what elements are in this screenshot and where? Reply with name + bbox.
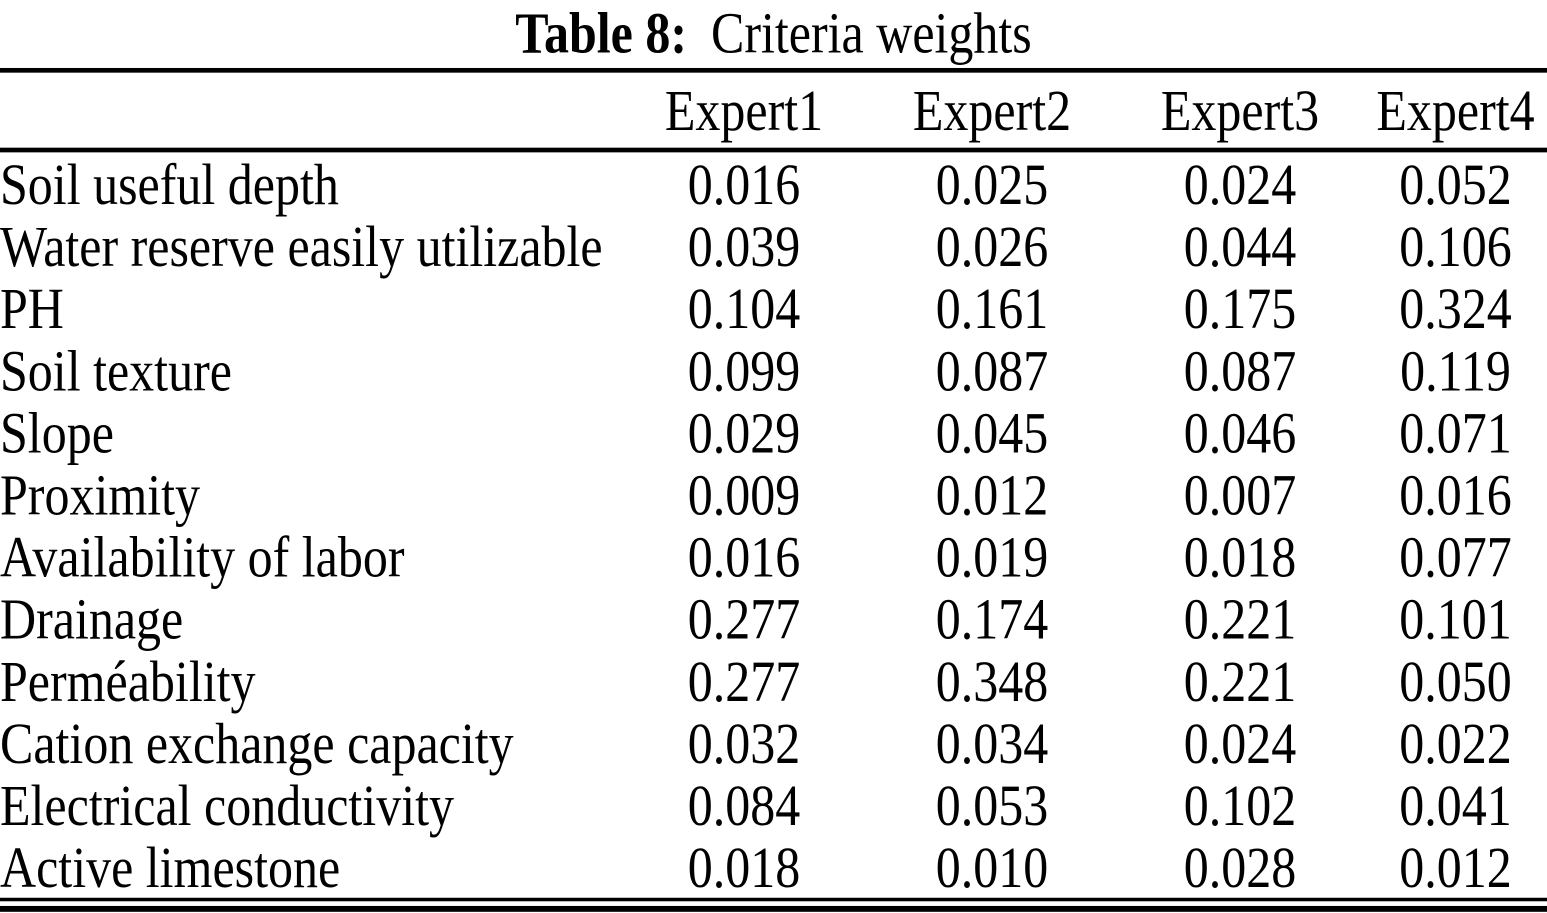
- criterion-cell: Perméability: [0, 647, 256, 714]
- value-cell: 0.077: [1399, 523, 1512, 589]
- table-caption-title: Criteria weights: [711, 0, 1032, 66]
- value-cell: 0.018: [620, 835, 868, 902]
- value-cell: 0.046: [1183, 399, 1297, 465]
- value-cell: 0.052: [1399, 150, 1512, 217]
- table-row: Drainage 0.277 0.174 0.221 0.101: [0, 587, 1547, 649]
- table-row: Electrical conductivity 0.084 0.053 0.102 0.…: [0, 774, 1547, 836]
- value-cell: 0.071: [1399, 399, 1512, 465]
- value-cell: 0.016: [687, 150, 801, 217]
- column-header-expert4: Expert4: [1364, 70, 1547, 153]
- table-header: Expert1 Expert2 Expert3 Expert4: [0, 70, 1547, 153]
- criterion-cell: Availability of labor: [0, 523, 405, 589]
- column-header-expert2: Expert2: [868, 70, 1116, 153]
- value-cell: 0.104: [687, 274, 801, 341]
- value-cell: 0.084: [687, 771, 801, 838]
- value-cell: 0.174: [935, 585, 1049, 652]
- criterion-cell: Soil texture: [0, 336, 232, 403]
- table-row: Availability of labor 0.016 0.019 0.018 0.07…: [0, 525, 1547, 587]
- table-caption-number: Table 8:: [515, 0, 688, 66]
- column-header-expert1: Expert1: [620, 70, 868, 153]
- value-cell: 0.102: [1183, 771, 1297, 838]
- value-cell: 0.012: [1364, 835, 1547, 902]
- table-row: Soil useful depth 0.016 0.025 0.024 0.052: [0, 150, 1547, 214]
- table-row: Active limestone 0.018 0.010 0.028 0.012: [0, 835, 1547, 902]
- criterion-cell: Active limestone: [0, 835, 620, 902]
- value-cell: 0.009: [687, 461, 801, 527]
- criterion-cell: Cation exchange capacity: [0, 709, 514, 776]
- value-cell: 0.019: [935, 523, 1049, 589]
- value-cell: 0.277: [687, 647, 801, 714]
- value-cell: 0.025: [935, 150, 1049, 217]
- value-cell: 0.044: [1183, 212, 1297, 279]
- value-cell: 0.016: [1399, 461, 1512, 527]
- criterion-cell: Slope: [0, 399, 114, 465]
- criterion-cell: Drainage: [0, 585, 184, 652]
- header-spacer: [0, 70, 620, 153]
- value-cell: 0.050: [1399, 647, 1512, 714]
- table-header-row: Expert1 Expert2 Expert3 Expert4: [0, 70, 1547, 153]
- table-body: Soil useful depth 0.016 0.025 0.024 0.052 Wat…: [0, 150, 1547, 902]
- column-header-expert3: Expert3: [1116, 70, 1364, 153]
- value-cell: 0.106: [1399, 212, 1512, 279]
- value-cell: 0.053: [935, 771, 1049, 838]
- value-cell: 0.119: [1400, 336, 1511, 403]
- value-cell: 0.034: [935, 709, 1049, 776]
- value-cell: 0.024: [1183, 150, 1297, 217]
- table-row: Slope 0.029 0.045 0.046 0.071: [0, 401, 1547, 463]
- value-cell: 0.032: [687, 709, 801, 776]
- criterion-cell: Proximity: [0, 461, 201, 527]
- table-row: Water reserve easily utilizable 0.039 0.02…: [0, 214, 1547, 276]
- value-cell: 0.007: [1183, 461, 1297, 527]
- value-cell: 0.087: [935, 336, 1049, 403]
- value-cell: 0.029: [687, 399, 801, 465]
- value-cell: 0.099: [687, 336, 801, 403]
- table-row: Perméability 0.277 0.348 0.221 0.050: [0, 649, 1547, 711]
- value-cell: 0.010: [868, 835, 1116, 902]
- value-cell: 0.175: [1183, 274, 1297, 341]
- value-cell: 0.221: [1183, 585, 1297, 652]
- value-cell: 0.348: [935, 647, 1049, 714]
- criterion-cell: Soil useful depth: [0, 150, 339, 217]
- value-cell: 0.016: [687, 523, 801, 589]
- value-cell: 0.012: [935, 461, 1049, 527]
- value-cell: 0.026: [935, 212, 1049, 279]
- value-cell: 0.041: [1399, 771, 1512, 838]
- value-cell: 0.324: [1399, 274, 1512, 341]
- criterion-cell: PH: [0, 274, 64, 341]
- table-bottom-rule: [0, 905, 1547, 912]
- criterion-cell: Electrical conductivity: [0, 771, 454, 838]
- value-cell: 0.161: [935, 274, 1049, 341]
- value-cell: 0.087: [1183, 336, 1297, 403]
- value-cell: 0.221: [1183, 647, 1297, 714]
- value-cell: 0.045: [935, 399, 1049, 465]
- value-cell: 0.277: [687, 585, 801, 652]
- table-row: Cation exchange capacity 0.032 0.034 0.024 0…: [0, 711, 1547, 773]
- value-cell: 0.022: [1399, 709, 1512, 776]
- table-row: Soil texture 0.099 0.087 0.087 0.119: [0, 339, 1547, 401]
- value-cell: 0.028: [1116, 835, 1364, 902]
- value-cell: 0.039: [687, 212, 801, 279]
- table-row: PH 0.104 0.161 0.175 0.324: [0, 277, 1547, 339]
- value-cell: 0.101: [1399, 585, 1512, 652]
- table-row: Proximity 0.009 0.012 0.007 0.016: [0, 463, 1547, 525]
- criterion-cell: Water reserve easily utilizable: [0, 212, 603, 279]
- table-caption: Table 8: Criteria weights: [0, 0, 1547, 68]
- criteria-weights-table: Expert1 Expert2 Expert3 Expert4 Soil useful…: [0, 67, 1547, 902]
- value-cell: 0.018: [1183, 523, 1297, 589]
- value-cell: 0.024: [1183, 709, 1297, 776]
